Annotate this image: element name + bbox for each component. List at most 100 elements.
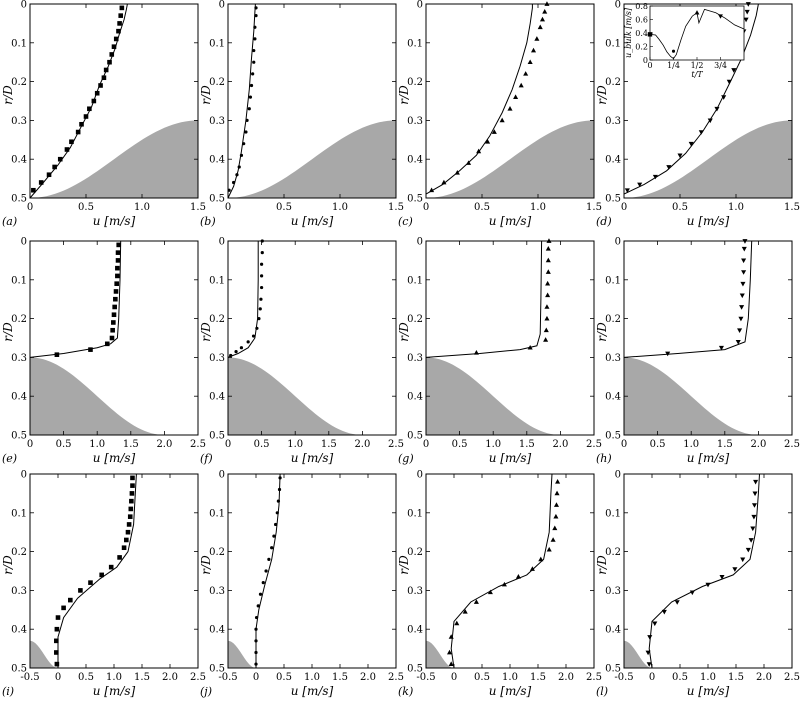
x-tick-label: 1.5 — [519, 439, 535, 450]
data-point — [429, 187, 435, 193]
y-tick-label: 0 — [615, 0, 621, 11]
data-point — [124, 537, 129, 543]
x-tick-label: 2.5 — [190, 439, 206, 450]
data-point — [543, 327, 549, 333]
y-tick-label: 0 — [615, 237, 621, 248]
panel: -0.5 0 0.5 1.0 1.5 2.0 2.500.10.20.30.40.5u [m… — [1, 470, 206, 699]
x-axis-label: u [m/s] — [489, 214, 532, 228]
panel-label: (c) — [398, 215, 413, 228]
x-tick-label: 2.0 — [558, 672, 574, 683]
panel: -0.5 0 0.5 1.0 1.5 2.0 2.500.10.20.30.40.5u [m… — [199, 470, 404, 699]
velocity-curve — [29, 240, 122, 358]
x-tick-label: 2.0 — [354, 439, 370, 450]
data-point — [231, 180, 236, 185]
data-point — [254, 615, 259, 620]
data-point — [272, 534, 276, 538]
y-tick-label: 0.5 — [209, 194, 225, 205]
x-tick-label: 0 — [451, 672, 457, 683]
y-tick-label: 0.5 — [407, 194, 423, 205]
y-tick-label: 0.1 — [407, 508, 423, 519]
data-point — [259, 285, 264, 290]
data-point — [258, 592, 263, 596]
y-tick-label: 0 — [417, 0, 423, 11]
x-tick-label: 0.5 — [78, 202, 94, 213]
data-point — [751, 503, 758, 508]
data-point — [130, 475, 135, 481]
data-point — [54, 352, 60, 357]
y-tick-label: 0.2 — [407, 77, 423, 88]
wall-region — [30, 120, 198, 198]
data-point — [740, 557, 746, 563]
y-tick-label: 0.4 — [407, 155, 423, 166]
data-point — [454, 170, 460, 175]
plot-frame — [425, 3, 595, 199]
data-point — [751, 514, 757, 520]
data-point — [253, 37, 257, 41]
x-tick-label: 2.5 — [190, 672, 206, 683]
data-point — [688, 141, 694, 147]
data-point — [229, 353, 233, 358]
x-tick-label: 1.5 — [586, 202, 602, 213]
data-point — [111, 44, 117, 49]
data-point — [527, 59, 533, 65]
y-tick-label: 0.1 — [209, 275, 225, 286]
y-axis-label: r/D — [1, 322, 15, 342]
x-axis-label: u [m/s] — [93, 451, 136, 465]
panel: 0 0.5 1.0 1.5 2.0 2.500.10.20.30.40.5u [m/s]r… — [397, 237, 602, 466]
x-tick-label: 0 — [55, 672, 61, 683]
wall-region — [228, 120, 396, 198]
data-point — [441, 179, 447, 185]
data-point — [264, 569, 268, 573]
panel-label: (g) — [398, 452, 414, 465]
y-tick-label: 0.4 — [407, 625, 423, 636]
x-axis-label: u [m/s] — [291, 214, 334, 228]
data-point — [537, 24, 543, 30]
y-axis-label: r/D — [595, 322, 609, 342]
x-tick-label: 1.0 — [287, 439, 303, 450]
data-point — [645, 650, 651, 656]
y-tick-label: 0 — [21, 470, 27, 481]
data-point — [259, 262, 264, 266]
data-point — [242, 142, 246, 146]
x-tick-label: 0 — [253, 672, 259, 683]
data-point — [54, 638, 59, 644]
data-point — [278, 476, 282, 480]
data-point — [507, 106, 513, 111]
data-point — [534, 36, 540, 41]
data-point — [61, 605, 66, 611]
y-axis-label: r/D — [199, 322, 213, 342]
data-point — [552, 525, 558, 531]
data-point — [499, 117, 505, 123]
y-tick-label: 0.2 — [11, 314, 27, 325]
plot-frame — [29, 3, 199, 199]
y-tick-label: 0 — [219, 237, 225, 248]
inset-y-axis-label: u_bulk [m/s] — [624, 7, 633, 58]
y-axis-label: r/D — [397, 555, 411, 575]
y-tick-label: 0.3 — [605, 353, 621, 364]
data-point — [554, 490, 560, 496]
panel: 0 0.5 1.0 1.5 2.0 2.500.10.20.30.40.5u [m/s]r… — [595, 237, 800, 466]
data-point — [248, 95, 253, 99]
inset-curve — [649, 8, 745, 60]
x-axis-label: u [m/s] — [291, 451, 334, 465]
y-tick-label: 0.5 — [605, 431, 621, 442]
wall-region — [30, 357, 165, 435]
data-point — [446, 649, 453, 655]
data-point — [259, 297, 263, 301]
data-point — [546, 546, 552, 552]
inset-marker — [694, 10, 700, 15]
y-axis-label: r/D — [397, 85, 411, 105]
y-tick-label: 0.1 — [407, 38, 423, 49]
y-tick-label: 0.2 — [605, 77, 621, 88]
y-tick-label: 0.4 — [605, 392, 621, 403]
data-point — [239, 153, 244, 157]
data-point — [707, 118, 713, 124]
velocity-curve — [255, 473, 281, 668]
y-tick-label: 0.3 — [209, 586, 225, 597]
data-point — [252, 48, 256, 53]
data-point — [735, 340, 741, 345]
panel-label: (j) — [200, 685, 212, 698]
data-point — [110, 327, 115, 333]
y-tick-label: 0.5 — [11, 664, 27, 675]
inset-marker — [718, 14, 723, 19]
